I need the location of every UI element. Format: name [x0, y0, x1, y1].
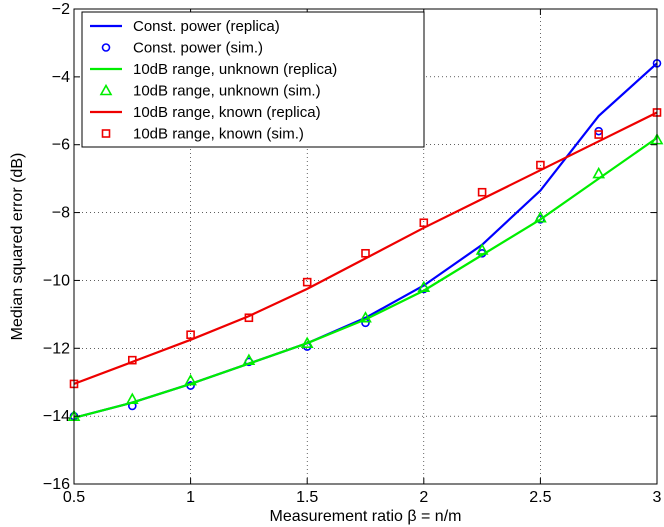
series-4	[73, 111, 658, 385]
legend-swatch	[101, 129, 111, 138]
plot-area-frame	[73, 8, 658, 485]
legend-label: Const. power (sim.)	[133, 40, 263, 57]
y-axis-label: Median squared error (dB)	[9, 153, 26, 341]
data-point	[302, 277, 312, 287]
y-tick-label: −6	[52, 137, 70, 154]
data-point	[419, 218, 429, 228]
data-point	[475, 243, 489, 255]
legend-label: 10dB range, known (sim.)	[133, 126, 304, 143]
legend-item: Const. power (replica)	[90, 18, 280, 35]
data-point	[361, 248, 370, 258]
legend-item: 10dB range, unknown (replica)	[90, 61, 337, 78]
x-tick-label: 2.5	[529, 489, 551, 506]
legend-label: 10dB range, unknown (replica)	[133, 61, 337, 78]
data-point	[128, 355, 137, 365]
x-tick-label: 1.5	[296, 489, 318, 506]
data-point	[125, 392, 139, 404]
data-point	[359, 311, 372, 323]
data-point	[244, 313, 254, 323]
data-point	[242, 353, 256, 365]
data-point	[594, 130, 604, 139]
y-tick-label: −8	[52, 205, 70, 222]
series-layer	[67, 58, 664, 421]
data-point	[534, 211, 547, 223]
y-tick-label: −14	[43, 408, 70, 425]
data-point	[592, 166, 606, 179]
data-point	[536, 160, 545, 170]
legend-label: Const. power (replica)	[133, 18, 280, 35]
data-point	[300, 336, 314, 348]
legend-label: 10dB range, unknown (sim.)	[133, 83, 321, 100]
legend-item: 10dB range, known (sim.)	[101, 126, 304, 143]
x-axis-label: Measurement ratio β = n/m	[270, 508, 462, 525]
y-tick-label: −10	[43, 272, 70, 289]
y-tick-label: −12	[43, 340, 70, 357]
x-tick-label: 2	[419, 489, 428, 506]
axis-ticks: 0.5 1 1.5 2 2.5 3 −16 −14 −12 −10 −8 −6 −4 −2	[43, 1, 662, 506]
x-tick-label: 3	[653, 489, 662, 506]
series-2	[73, 136, 658, 419]
legend-item: Const. power (sim.)	[101, 40, 263, 57]
x-tick-label: 0.5	[63, 489, 85, 506]
legend-label: 10dB range, known (replica)	[133, 104, 321, 121]
legend: Const. power (replica) Const. power (sim.…	[81, 11, 425, 148]
data-point	[417, 280, 431, 293]
legend-item: 10dB range, known (replica)	[90, 104, 321, 121]
x-tick-label: 1	[186, 489, 195, 506]
data-point	[186, 330, 195, 340]
data-point	[184, 373, 197, 386]
y-tick-label: −2	[52, 1, 70, 18]
y-tick-label: −16	[43, 476, 70, 493]
legend-item: 10dB range, unknown (sim.)	[99, 83, 321, 100]
series-3	[67, 132, 664, 421]
data-point	[477, 187, 487, 197]
y-tick-label: −4	[52, 69, 70, 86]
legend-swatch	[101, 43, 111, 52]
series-line	[73, 136, 658, 419]
legend-box	[81, 11, 425, 148]
series-line	[73, 111, 658, 385]
legend-swatch	[99, 83, 113, 96]
